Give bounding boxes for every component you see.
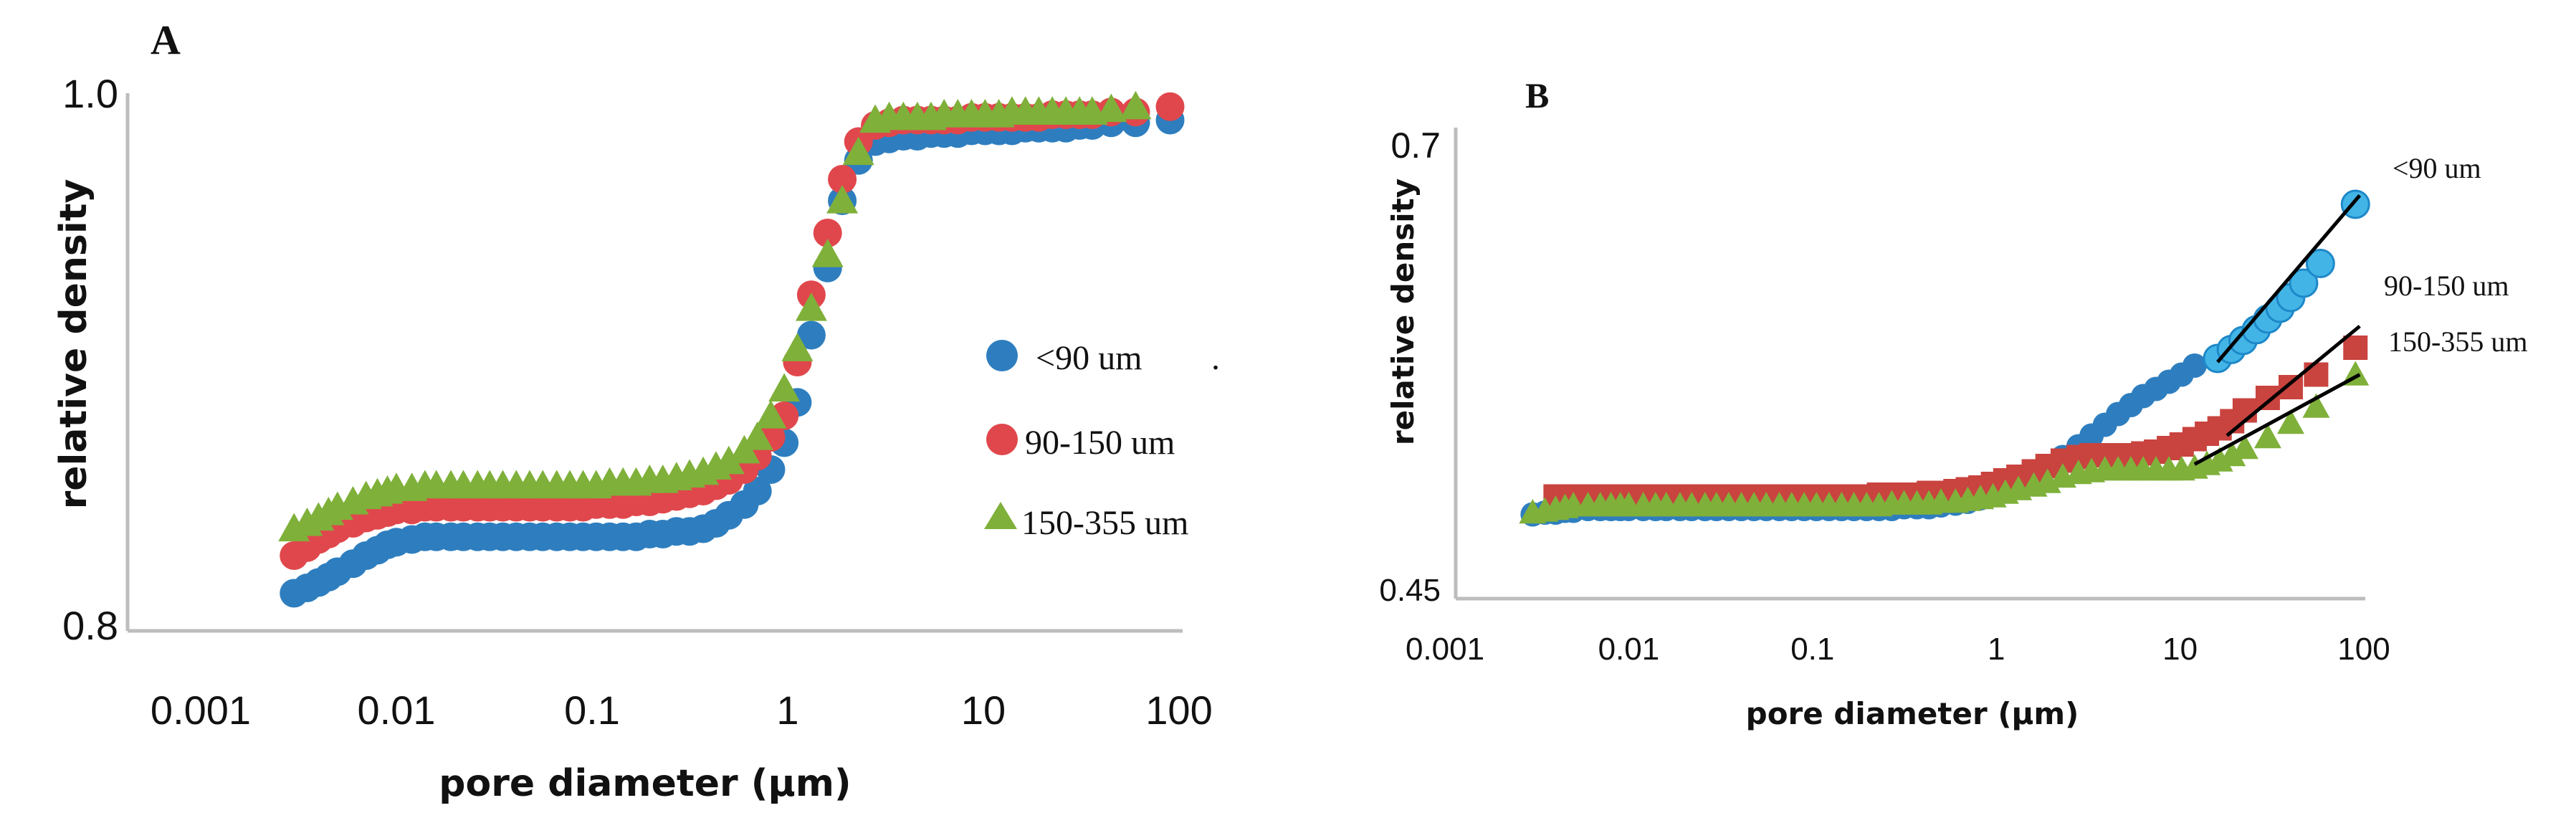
data-point	[2302, 393, 2330, 418]
panel-b: B 0.7 0.45 0.001 0.01 0.1 1 10 100 pore diame…	[1379, 75, 2527, 731]
inline-label: <90 um	[2393, 152, 2481, 184]
data-point	[2276, 409, 2304, 434]
data-point	[781, 333, 814, 361]
data-point	[811, 239, 844, 267]
x-tick-label: 0.1	[1790, 632, 1834, 667]
fit-line	[2226, 325, 2361, 437]
legend-marker-triangle-green	[984, 502, 1017, 529]
data-point	[755, 400, 787, 429]
data-point	[768, 373, 801, 402]
data-point	[741, 422, 773, 450]
fit-line	[2216, 194, 2362, 363]
x-tick-label: 10	[961, 688, 1006, 733]
panel-a-x-title: pore diameter (µm)	[439, 762, 851, 805]
panel-a: A 1.0 0.8 0.001 0.01 0.1 1 10 100 pore diamet…	[52, 16, 1220, 805]
data-point	[826, 185, 859, 214]
panel-a-ytick-label: 1.0	[62, 71, 118, 116]
legend-label: 90-150 um	[1025, 424, 1175, 462]
x-tick-label: 0.1	[564, 688, 620, 733]
x-tick-label: 1	[776, 688, 798, 733]
data-point	[712, 445, 745, 475]
data-point	[743, 477, 772, 505]
legend-label: <90 um	[1036, 339, 1142, 377]
x-tick-label: 0.001	[1406, 632, 1484, 667]
data-point	[2255, 386, 2280, 410]
panel-a-label: A	[151, 16, 181, 63]
series-2	[278, 90, 1152, 542]
data-point	[2304, 362, 2329, 387]
data-point	[2343, 336, 2368, 360]
inline-label: 150-355 um	[2388, 325, 2527, 358]
legend-marker-circle-red	[986, 424, 1018, 455]
panel-b-points	[1519, 189, 2370, 527]
panel-b-ytick-label: 0.45	[1379, 573, 1441, 608]
data-point	[842, 136, 874, 166]
data-point	[2253, 424, 2281, 449]
x-tick-label: 100	[2337, 632, 2390, 667]
panel-b-fit-lines	[2193, 194, 2362, 466]
inline-label: 90-150 um	[2384, 270, 2509, 302]
legend-extra-mark: .	[1211, 339, 1220, 377]
data-point	[1155, 92, 1185, 121]
data-point	[828, 165, 857, 194]
panel-b-ytick-label: 0.7	[1390, 125, 1441, 166]
x-tick-label: 0.01	[358, 688, 436, 733]
fit-line	[2193, 373, 2361, 466]
panel-a-points	[278, 90, 1185, 608]
panel-b-label: B	[1525, 75, 1549, 115]
legend-marker-circle-blue	[986, 340, 1018, 371]
x-tick-label: 100	[1145, 688, 1212, 733]
x-tick-label: 0.01	[1598, 632, 1660, 667]
data-point	[2278, 375, 2303, 399]
data-point	[795, 293, 827, 321]
x-tick-label: 1	[1988, 632, 2005, 667]
panel-b-y-title: relative density	[1385, 179, 1421, 445]
panel-b-x-title: pore diameter (µm)	[1746, 696, 2079, 731]
data-point	[1120, 90, 1152, 120]
data-point	[813, 219, 842, 247]
series-3	[1519, 361, 2370, 524]
panel-a-ytick-label: 0.8	[62, 603, 118, 648]
data-point	[2305, 249, 2335, 278]
data-point	[796, 320, 826, 350]
data-point	[2289, 268, 2319, 298]
x-tick-label: 0.001	[151, 688, 251, 733]
data-point	[2182, 353, 2207, 378]
data-point	[2231, 434, 2258, 460]
panel-a-legend: <90 um . 90-150 um 150-355 um	[984, 339, 1220, 542]
panel-a-y-title: relative density	[52, 179, 95, 510]
x-tick-label: 10	[2162, 632, 2198, 667]
data-point	[1095, 93, 1127, 123]
panel-b-xticks: 0.001 0.01 0.1 1 10 100	[1406, 632, 2390, 667]
legend-label: 150-355 um	[1021, 504, 1188, 542]
data-point	[2218, 442, 2246, 467]
panel-a-xticks: 0.001 0.01 0.1 1 10 100	[151, 688, 1213, 733]
